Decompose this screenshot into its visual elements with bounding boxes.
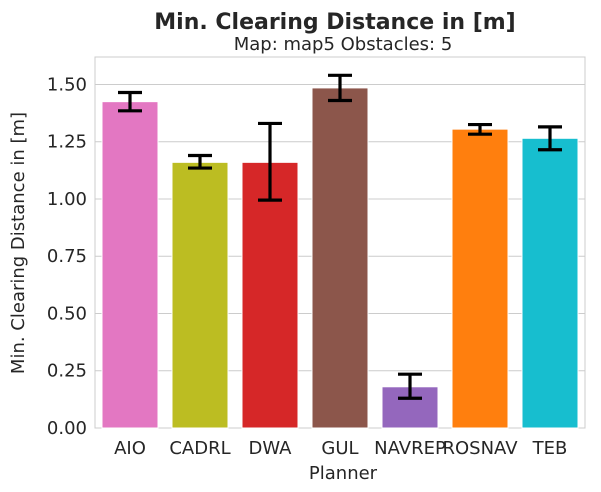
x-tick-label: ROSNAV [442,438,518,459]
error-bar-rosnav [468,122,492,136]
y-tick-label: 0.25 [47,361,87,382]
chart-subtitle: Map: map5 Obstacles: 5 [234,34,453,55]
y-tick-label: 0.50 [47,303,87,324]
error-bar-teb [538,125,562,152]
x-tick-label: DWA [249,438,293,459]
bar-dwa [241,161,299,429]
x-tick-label: CADRL [169,438,230,459]
x-axis-label: Planner [309,463,378,484]
error-bars [118,73,562,400]
y-tick-label: 1.00 [47,189,87,210]
error-bar-dwa [258,121,282,202]
error-bar-gul [328,73,352,103]
y-tick-label: 0.00 [47,418,87,439]
y-axis-label: Min. Clearing Distance in [m] [8,112,29,374]
error-bar-aio [118,90,142,113]
y-tick-label: 0.75 [47,246,87,267]
bars [101,87,579,429]
y-tick-label: 1.25 [47,132,87,153]
bar-cadrl [171,161,229,429]
x-tick-label: AIO [114,438,146,459]
chart-title: Min. Clearing Distance in [m] [154,10,515,35]
bar-rosnav [451,128,509,429]
error-bar-cadrl [188,153,212,170]
bar-aio [101,101,159,429]
x-tick-label: TEB [532,438,568,459]
bar-gul [311,87,369,429]
error-bar-navrep [398,372,422,400]
bar-teb [521,137,579,429]
x-tick-label: NAVREP [374,438,446,459]
x-tick-label: GUL [321,438,358,459]
y-tick-labels: 0.00 0.25 0.50 0.75 1.00 1.25 1.50 [47,74,87,439]
y-tick-label: 1.50 [47,74,87,95]
